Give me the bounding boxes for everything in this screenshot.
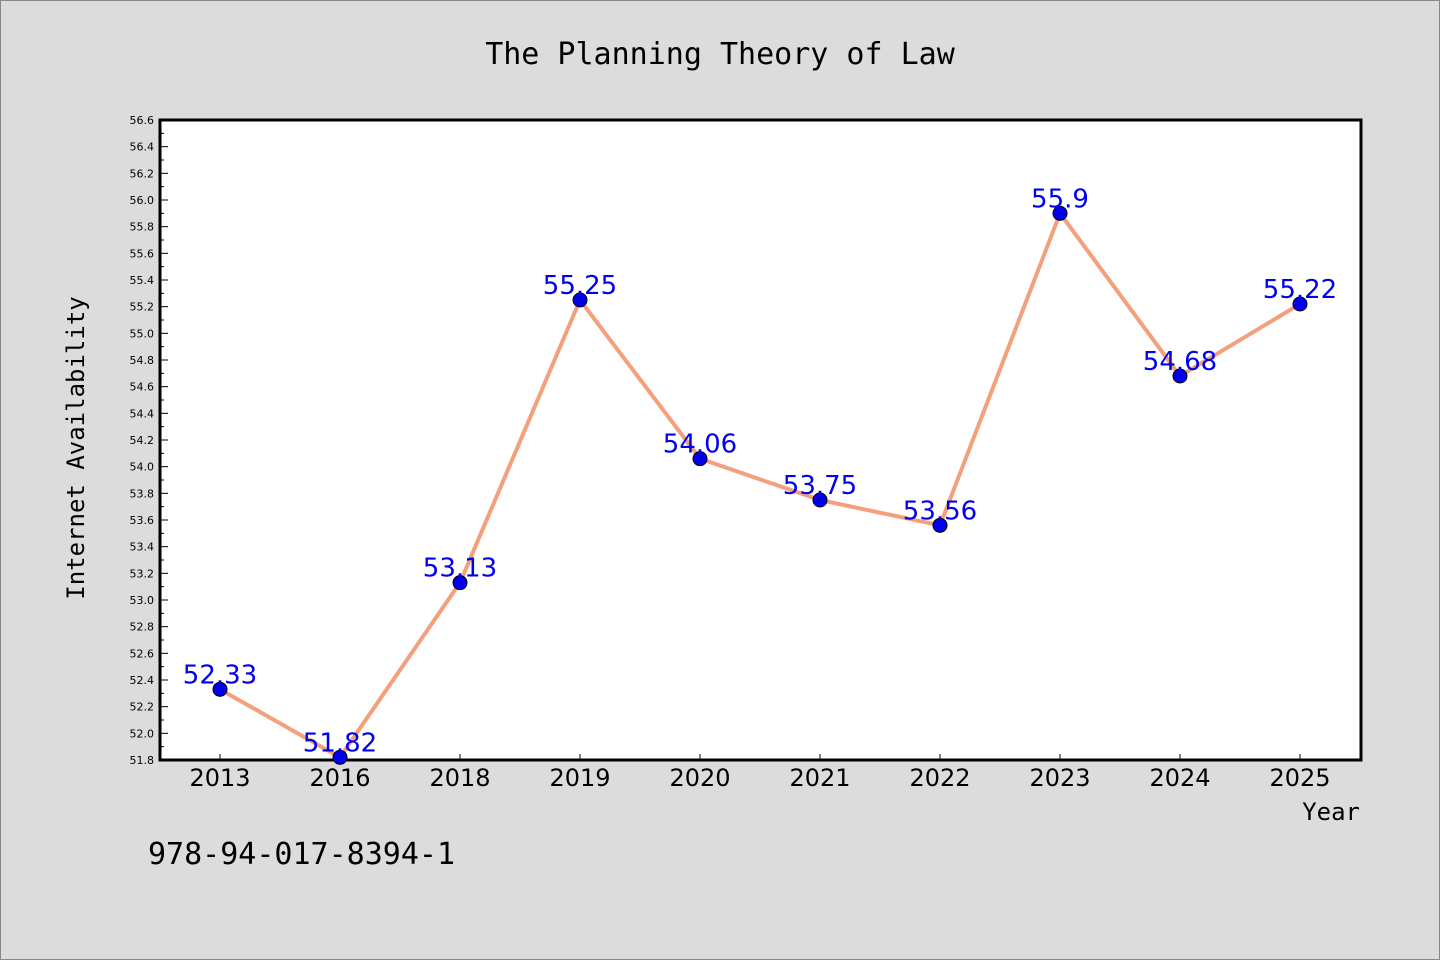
y-tick-label: 54.0: [130, 461, 155, 474]
y-tick-label: 55.2: [130, 301, 155, 314]
y-tick-label: 52.6: [130, 647, 155, 660]
data-label-2013: 52.33: [183, 660, 257, 690]
series-line: [218, 211, 1302, 760]
y-tick-label: 52.2: [130, 701, 155, 714]
chart-title: The Planning Theory of Law: [485, 37, 956, 72]
x-axis-label: Year: [1302, 798, 1360, 826]
data-point-2020: [692, 451, 708, 467]
data-point-2018: [452, 575, 468, 591]
x-tick-label: 2020: [669, 764, 730, 792]
x-axis: 2013 2016 2018 2019 2020 2021 2022 2023 2024 2025: [189, 754, 1331, 792]
plot-area: [158, 118, 1363, 762]
y-tick-label: 55.4: [130, 274, 155, 287]
y-tick-label: 55.0: [130, 327, 155, 340]
data-point-2023: [1052, 205, 1068, 221]
data-label-2021: 53.75: [783, 471, 857, 501]
x-tick-label: 2019: [549, 764, 610, 792]
x-tick-label: 2023: [1029, 764, 1090, 792]
data-label-2020: 54.06: [663, 430, 737, 460]
y-tick-label: 53.6: [130, 514, 155, 527]
x-tick-label: 2018: [429, 764, 490, 792]
y-tick-label: 53.0: [130, 594, 155, 607]
y-axis: 51.8 52.0 52.2 52.4 52.6 52.8 53.0 53.2 53.4 53.6…: [130, 114, 168, 767]
y-axis-label: Internet Availability: [62, 296, 90, 599]
y-tick-label: 52.4: [130, 674, 155, 687]
footnote-isbn: 978-94-017-8394-1: [148, 837, 455, 872]
y-tick-label: 55.6: [130, 247, 155, 260]
data-point-2013: [212, 681, 228, 697]
series-layer: 52.33 51.82 53.13 55.25 54.06 53.75 53.56 55.9 5…: [183, 184, 1337, 765]
data-point-2022: [932, 517, 948, 533]
data-label-2022: 53.56: [903, 496, 977, 526]
y-tick-label: 54.2: [130, 434, 155, 447]
y-tick-label: 54.4: [130, 407, 155, 420]
x-tick-label: 2016: [309, 764, 370, 792]
y-tick-label: 56.6: [130, 114, 155, 127]
data-point-2025: [1292, 296, 1308, 312]
data-point-2016: [332, 749, 348, 765]
y-tick-label: 53.8: [130, 487, 155, 500]
x-tick-label: 2022: [909, 764, 970, 792]
y-tick-label: 56.4: [130, 141, 155, 154]
data-label-2024: 54.68: [1143, 347, 1217, 377]
data-label-2019: 55.25: [543, 271, 617, 301]
y-tick-label: 53.2: [130, 567, 155, 580]
y-tick-label: 54.8: [130, 354, 155, 367]
y-tick-label: 52.8: [130, 621, 155, 634]
x-tick-label: 2025: [1269, 764, 1330, 792]
y-tick-label: 53.4: [130, 541, 155, 554]
y-tick-label: 54.6: [130, 381, 155, 394]
data-point-2019: [572, 292, 588, 308]
data-point-2024: [1172, 368, 1188, 384]
y-tick-label: 52.0: [130, 727, 155, 740]
data-label-2023: 55.9: [1031, 184, 1089, 214]
data-label-2016: 51.82: [303, 728, 377, 758]
data-point-2021: [812, 492, 828, 508]
y-tick-label: 56.0: [130, 194, 155, 207]
data-label-2018: 53.13: [423, 554, 497, 584]
y-tick-label: 56.2: [130, 167, 155, 180]
data-label-2025: 55.22: [1263, 275, 1337, 305]
y-tick-label: 51.8: [130, 754, 155, 767]
x-tick-label: 2024: [1149, 764, 1210, 792]
x-tick-label: 2021: [789, 764, 850, 792]
y-tick-label: 55.8: [130, 221, 155, 234]
x-tick-label: 2013: [189, 764, 250, 792]
